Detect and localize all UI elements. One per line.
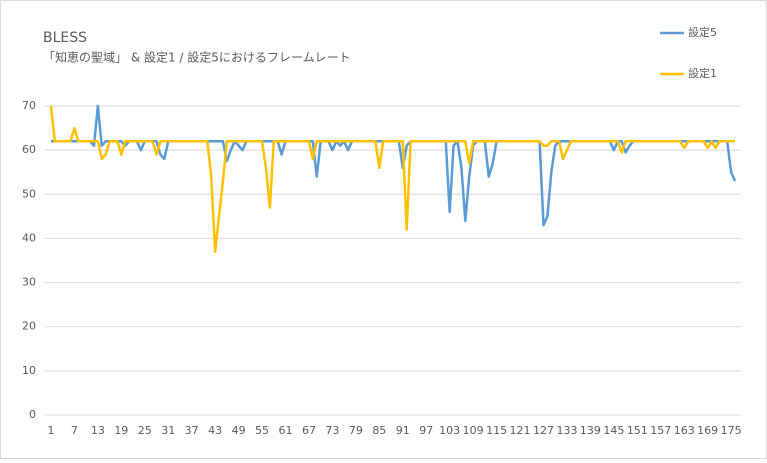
y-tick-label: 0 bbox=[29, 408, 36, 421]
chart-subtitle: 「知恵の聖域」 & 設定1 / 設定5におけるフレームレート bbox=[43, 50, 351, 65]
x-tick-label: 67 bbox=[302, 424, 316, 437]
x-tick-label: 79 bbox=[349, 424, 363, 437]
x-tick-label: 175 bbox=[721, 424, 742, 437]
x-tick-label: 7 bbox=[71, 424, 78, 437]
x-tick-label: 145 bbox=[603, 424, 624, 437]
x-tick-label: 139 bbox=[580, 424, 601, 437]
x-tick-label: 61 bbox=[279, 424, 293, 437]
x-tick-label: 109 bbox=[463, 424, 484, 437]
legend-label: 設定1 bbox=[688, 66, 717, 80]
y-tick-label: 70 bbox=[22, 99, 36, 112]
series-line bbox=[49, 105, 736, 253]
x-tick-label: 1 bbox=[47, 424, 54, 437]
x-tick-label: 73 bbox=[325, 424, 339, 437]
x-tick-label: 163 bbox=[674, 424, 695, 437]
x-tick-label: 97 bbox=[419, 424, 433, 437]
x-tick-label: 121 bbox=[510, 424, 531, 437]
x-tick-label: 25 bbox=[138, 424, 152, 437]
y-tick-label: 10 bbox=[22, 364, 36, 377]
x-tick-label: 133 bbox=[556, 424, 577, 437]
x-tick-label: 55 bbox=[255, 424, 269, 437]
x-tick-label: 91 bbox=[396, 424, 410, 437]
y-tick-label: 50 bbox=[22, 187, 36, 200]
chart-title: BLESS bbox=[43, 30, 87, 46]
y-tick-label: 20 bbox=[22, 320, 36, 333]
x-tick-label: 85 bbox=[372, 424, 386, 437]
x-tick-label: 13 bbox=[91, 424, 105, 437]
x-tick-label: 151 bbox=[627, 424, 648, 437]
x-tick-label: 37 bbox=[185, 424, 199, 437]
y-tick-label: 60 bbox=[22, 143, 36, 156]
x-tick-label: 19 bbox=[114, 424, 128, 437]
legend-label: 設定5 bbox=[688, 25, 717, 39]
x-tick-label: 169 bbox=[697, 424, 718, 437]
x-tick-label: 127 bbox=[533, 424, 554, 437]
x-tick-label: 43 bbox=[208, 424, 222, 437]
x-tick-label: 103 bbox=[439, 424, 460, 437]
y-tick-label: 40 bbox=[22, 231, 36, 244]
y-tick-label: 30 bbox=[22, 276, 36, 289]
x-tick-label: 115 bbox=[486, 424, 507, 437]
x-tick-label: 49 bbox=[232, 424, 246, 437]
x-tick-label: 31 bbox=[161, 424, 175, 437]
x-tick-label: 157 bbox=[650, 424, 671, 437]
